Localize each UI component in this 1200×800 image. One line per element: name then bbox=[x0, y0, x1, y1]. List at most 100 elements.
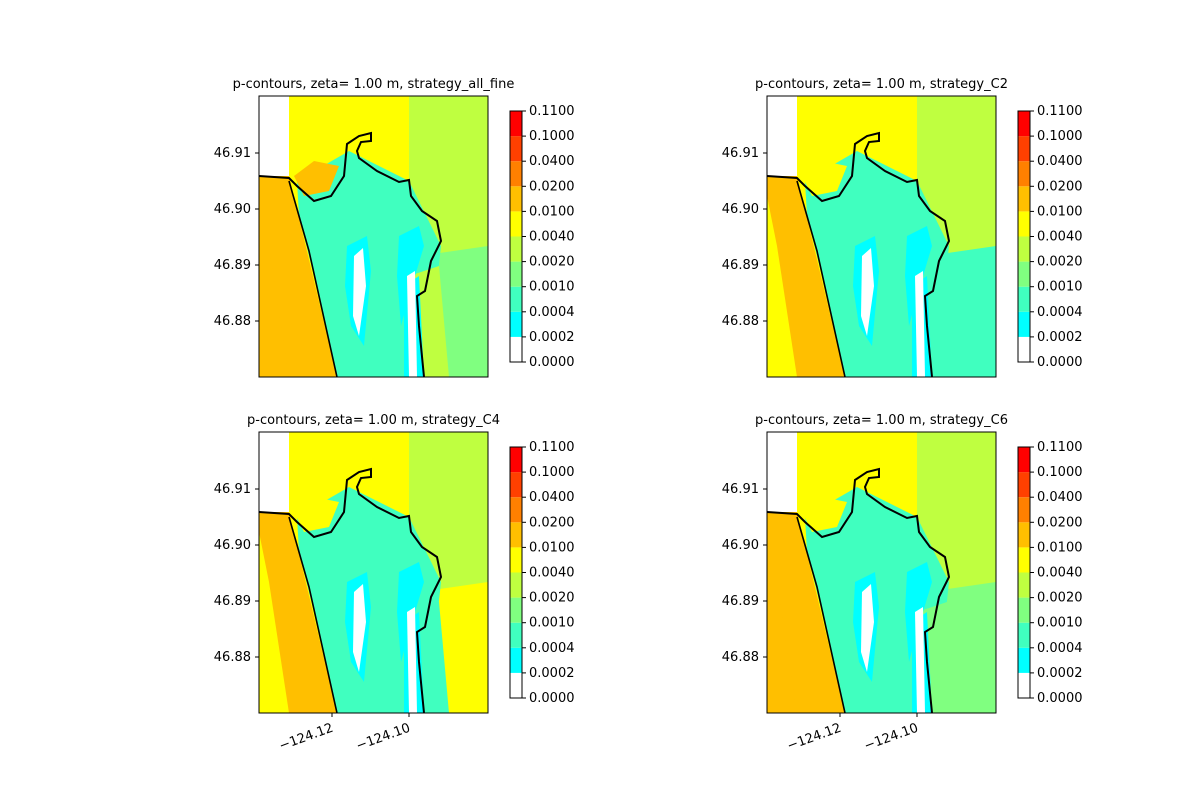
colorbar-label: 0.0040 bbox=[529, 230, 575, 245]
panel-title: p-contours, zeta= 1.00 m, strategy_C6 bbox=[755, 413, 1008, 428]
colorbar: 0.0000 0.0002 0.0004 0.0010 0.0020 0.0040 0.01… bbox=[509, 440, 575, 706]
colorbar-band bbox=[1018, 261, 1030, 287]
colorbar-band bbox=[510, 472, 522, 498]
y-tick-label: 46.89 bbox=[214, 258, 251, 273]
y-tick-label: 46.90 bbox=[214, 538, 251, 553]
colorbar-label: 0.0002 bbox=[1037, 330, 1083, 345]
colorbar-band bbox=[1018, 211, 1030, 237]
dry-area bbox=[861, 584, 874, 672]
plume-region bbox=[294, 497, 339, 532]
dry-area bbox=[353, 248, 366, 336]
colorbar-label: 0.0004 bbox=[1037, 305, 1083, 320]
colorbar-band bbox=[1018, 497, 1030, 523]
colorbar-band bbox=[510, 111, 522, 137]
colorbar-band bbox=[1018, 311, 1030, 337]
colorbar-label: 0.0000 bbox=[529, 691, 575, 706]
colorbar-label: 0.0004 bbox=[1037, 641, 1083, 656]
y-tick-label: 46.91 bbox=[214, 146, 251, 161]
colorbar-label: 0.0400 bbox=[529, 154, 575, 169]
colorbar-label: 0.0002 bbox=[529, 666, 575, 681]
y-tick-label: 46.90 bbox=[722, 538, 759, 553]
colorbar-label: 0.0004 bbox=[529, 641, 575, 656]
dry-channel bbox=[407, 271, 417, 377]
axes-frame bbox=[766, 431, 997, 714]
x-tick-label: −124.12 bbox=[785, 721, 843, 754]
colorbar-label: 0.0010 bbox=[529, 616, 575, 631]
colorbar-band bbox=[1018, 472, 1030, 498]
colorbar-label: 0.0000 bbox=[1037, 355, 1083, 370]
colorbar-label: 0.0200 bbox=[529, 179, 575, 194]
colorbar-label: 0.1000 bbox=[529, 129, 575, 144]
colorbar-band bbox=[1018, 111, 1030, 137]
colorbar-band bbox=[1018, 186, 1030, 212]
colorbar-label: 0.0020 bbox=[529, 591, 575, 606]
colorbar-label: 0.0100 bbox=[529, 204, 575, 219]
colorbar-label: 0.0010 bbox=[1037, 616, 1083, 631]
colorbar-label: 0.0400 bbox=[529, 490, 575, 505]
y-tick-label: 46.88 bbox=[214, 314, 251, 329]
colorbar-label: 0.1100 bbox=[529, 104, 575, 119]
colorbar-label: 0.1000 bbox=[1037, 129, 1083, 144]
colorbar-label: 0.0200 bbox=[1037, 515, 1083, 530]
colorbar-band bbox=[510, 647, 522, 673]
y-tick-label: 46.88 bbox=[722, 650, 759, 665]
coastline bbox=[767, 131, 951, 377]
plume-region bbox=[294, 161, 339, 196]
colorbar-label: 0.0200 bbox=[1037, 179, 1083, 194]
x-tick-label: −124.12 bbox=[277, 721, 335, 754]
colorbar-label: 0.1000 bbox=[529, 465, 575, 480]
colorbar-label: 0.0002 bbox=[1037, 666, 1083, 681]
colorbar-band bbox=[510, 261, 522, 287]
y-tick-label: 46.89 bbox=[214, 594, 251, 609]
colorbar-band bbox=[510, 211, 522, 237]
colorbar-band bbox=[1018, 572, 1030, 598]
coastline-west bbox=[288, 516, 338, 713]
ocean_strip-region bbox=[767, 196, 797, 377]
colorbar-label: 0.0200 bbox=[529, 515, 575, 530]
colorbar-label: 0.0000 bbox=[529, 355, 575, 370]
contour-field bbox=[259, 432, 488, 713]
y-tick-label: 46.91 bbox=[214, 482, 251, 497]
colorbar-band bbox=[510, 597, 522, 623]
colorbar-label: 0.1100 bbox=[529, 440, 575, 455]
colorbar-label: 0.0400 bbox=[1037, 490, 1083, 505]
colorbar-band bbox=[510, 336, 522, 362]
colorbar-label: 0.0000 bbox=[1037, 691, 1083, 706]
colorbar-band bbox=[510, 547, 522, 573]
colorbar-label: 0.0004 bbox=[529, 305, 575, 320]
colorbar-band bbox=[1018, 161, 1030, 187]
contour-field bbox=[767, 96, 996, 377]
plume-region bbox=[802, 161, 847, 196]
colorbar-label: 0.0020 bbox=[529, 255, 575, 270]
dry-channel bbox=[915, 607, 925, 713]
colorbar-label: 0.1000 bbox=[1037, 465, 1083, 480]
colorbar-band bbox=[510, 672, 522, 698]
colorbar-band bbox=[1018, 647, 1030, 673]
colorbar-label: 0.0100 bbox=[529, 540, 575, 555]
ocean_strip-region bbox=[767, 532, 797, 713]
colorbar-label: 0.0020 bbox=[1037, 591, 1083, 606]
y-tick-label: 46.89 bbox=[722, 258, 759, 273]
coastline-west bbox=[796, 516, 846, 713]
colorbar-label: 0.0002 bbox=[529, 330, 575, 345]
coastline-west bbox=[796, 180, 846, 377]
ocean_strip-region bbox=[259, 196, 289, 377]
coastline bbox=[259, 131, 443, 377]
colorbar-band bbox=[1018, 547, 1030, 573]
y-tick-label: 46.88 bbox=[214, 650, 251, 665]
colorbar-label: 0.0040 bbox=[529, 566, 575, 581]
colorbar-band bbox=[1018, 136, 1030, 162]
colorbar-band bbox=[1018, 286, 1030, 312]
colorbar-label: 0.0010 bbox=[529, 280, 575, 295]
colorbar-band bbox=[510, 161, 522, 187]
colorbar-band bbox=[510, 497, 522, 523]
colorbar-label: 0.0020 bbox=[1037, 255, 1083, 270]
coastline bbox=[259, 467, 443, 713]
colorbar-band bbox=[510, 572, 522, 598]
dry-area bbox=[861, 248, 874, 336]
colorbar-band bbox=[510, 311, 522, 337]
map-panel: p-contours, zeta= 1.00 m, strategy_C6 46.… bbox=[722, 413, 1083, 754]
colorbar-band bbox=[1018, 622, 1030, 648]
colorbar-band bbox=[510, 186, 522, 212]
colorbar-band bbox=[510, 522, 522, 548]
